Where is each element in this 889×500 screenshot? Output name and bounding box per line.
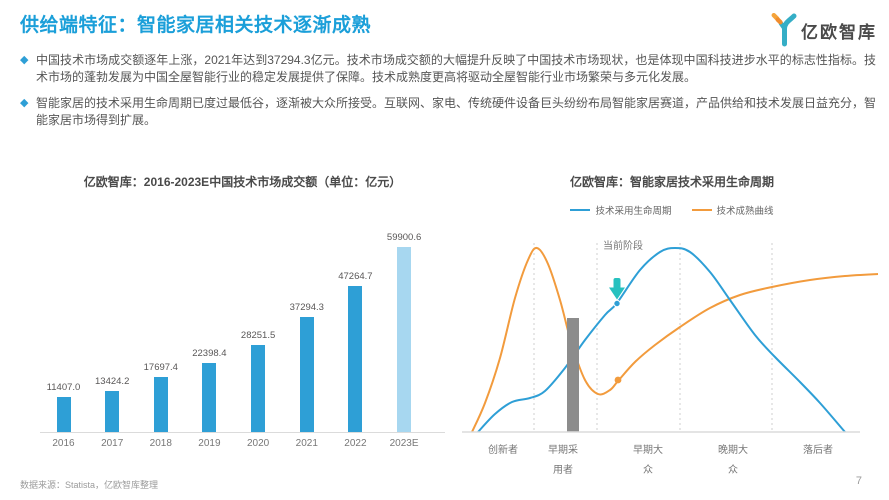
bar-value-label: 17697.4 [143, 362, 178, 373]
brand-logo-icon [771, 13, 797, 47]
legend-item: 技术成熟曲线 [691, 203, 774, 217]
bar-value-label: 47264.7 [338, 271, 373, 282]
bar-value-label: 28251.5 [240, 330, 276, 341]
bar [348, 286, 363, 432]
bar-chart-title: 亿欧智库：2016-2023E中国技术市场成交额（单位：亿元） [83, 175, 402, 189]
legend-label: 技术成熟曲线 [716, 206, 774, 217]
bar-x-label: 2018 [149, 438, 172, 449]
bar-value-label: 11407.0 [46, 382, 81, 393]
bar-x-label: 2016 [52, 438, 75, 449]
adoption-curve [477, 246, 846, 433]
bar-x-label: 2022 [344, 438, 367, 449]
bar-x-label: 2017 [101, 438, 124, 449]
maturity-curve [471, 246, 879, 433]
stage-label: 创新者 [488, 445, 518, 456]
maturity-curve-marker-dot [614, 376, 622, 384]
adoption-curve-marker-dot [613, 299, 621, 308]
bar-value-label: 59900.6 [386, 232, 422, 243]
page-title: 供给端特征：智能家居相关技术逐渐成熟 [20, 15, 372, 36]
bar-x-label: 2020 [246, 438, 270, 449]
bar [251, 345, 266, 432]
stage-label: 晚期大众 [718, 445, 748, 476]
current-position-arrow-icon [609, 287, 625, 300]
bar-value-label: 13424.2 [95, 376, 130, 387]
current-stage-label: 当前阶段 [603, 241, 643, 252]
bar-x-label: 2021 [295, 438, 318, 449]
bar [299, 317, 314, 432]
stage-label: 早期大众 [633, 445, 663, 476]
bar-chart-panel: 亿欧智库：2016-2023E中国技术市场成交额（单位：亿元） 11407.0 2… [40, 165, 445, 487]
bar [397, 247, 412, 432]
diamond-bullet-icon: ◆ [20, 54, 29, 66]
bar-value-label: 37294.3 [289, 302, 324, 313]
line-chart-title: 亿欧智库：智能家居技术采用生命周期 [569, 175, 774, 189]
stage-label: 落后者 [803, 445, 833, 456]
bar-value-label: 22398.4 [192, 348, 227, 359]
bullet-text: 智能家居的技术采用生命周期已度过最低谷，逐渐被大众所接受。互联网、家电、传统硬件… [36, 96, 877, 127]
page-number: 7 [855, 475, 862, 487]
bar-chart-axis [40, 432, 445, 433]
bar [202, 363, 217, 432]
current-position-arrow-icon [613, 278, 621, 289]
line-chart-legend: 技术采用生命周期 技术成熟曲线 [462, 203, 882, 217]
legend-label: 技术采用生命周期 [595, 206, 672, 217]
legend-swatch [570, 209, 591, 211]
bar-x-label: 2023E [389, 438, 419, 449]
summary-bullets: ◆ 中国技术市场成交额逐年上涨，2021年达到37294.3亿元。技术市场成交额… [20, 52, 876, 138]
bar-x-label: 2019 [198, 438, 221, 449]
data-source: 数据来源：Statista，亿欧智库整理 [20, 480, 159, 490]
line-chart-panel: 亿欧智库：智能家居技术采用生命周期 技术采用生命周期 技术成熟曲线 当前阶段 创新… [462, 165, 882, 487]
bullet-item: ◆ 中国技术市场成交额逐年上涨，2021年达到37294.3亿元。技术市场成交额… [20, 52, 876, 86]
bar [153, 377, 168, 432]
brand-logo-text: 亿欧智库 [801, 22, 877, 42]
bar [56, 397, 71, 432]
bar [105, 391, 120, 432]
current-stage-bar [567, 318, 579, 432]
legend-swatch [691, 209, 712, 211]
stage-label: 早期采用者 [548, 445, 578, 476]
diamond-bullet-icon: ◆ [20, 97, 29, 109]
legend-item: 技术采用生命周期 [570, 203, 672, 217]
lifecycle-chart [462, 243, 879, 433]
bullet-item: ◆ 智能家居的技术采用生命周期已度过最低谷，逐渐被大众所接受。互联网、家电、传统… [20, 95, 876, 129]
bullet-text: 中国技术市场成交额逐年上涨，2021年达到37294.3亿元。技术市场成交额的大… [36, 53, 876, 84]
brand-logo: 亿欧智库 [771, 13, 877, 47]
